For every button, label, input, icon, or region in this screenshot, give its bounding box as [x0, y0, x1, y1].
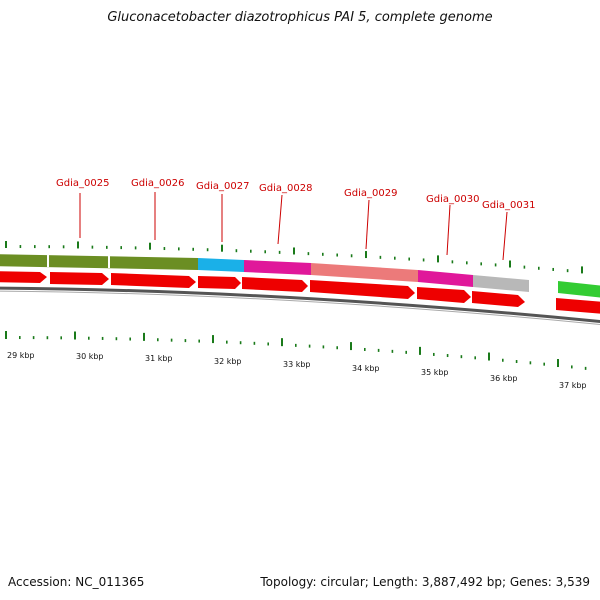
gene-arrow[interactable] — [556, 298, 600, 314]
gene-arrow[interactable] — [198, 276, 241, 289]
gene-label[interactable]: Gdia_0026 — [131, 178, 184, 189]
outer-tick-row — [5, 241, 583, 274]
cds-green-segment[interactable] — [558, 281, 600, 298]
kbp-labels: 29 kbp 30 kbp 31 kbp 32 kbp 33 kbp 34 kb… — [7, 351, 587, 390]
cds-track — [0, 254, 600, 298]
gene-label[interactable]: Gdia_0031 — [482, 200, 535, 211]
cds-salmon-segment[interactable] — [311, 263, 418, 282]
gene-label[interactable]: Gdia_0028 — [259, 183, 312, 194]
gene-label[interactable]: Gdia_0025 — [56, 178, 109, 189]
gene-arrow[interactable] — [417, 287, 471, 303]
gene-arrow[interactable] — [111, 273, 196, 288]
cds-olive-segment[interactable] — [0, 254, 198, 270]
cds-magenta-segment-2[interactable] — [418, 270, 473, 287]
kbp-label: 32 kbp — [214, 357, 242, 366]
kbp-label: 34 kbp — [352, 364, 380, 373]
gene-arrow[interactable] — [0, 271, 47, 283]
cds-magenta-segment[interactable] — [244, 260, 311, 275]
map-title: Gluconacetobacter diazotrophicus PAI 5, … — [107, 10, 493, 25]
kbp-label: 30 kbp — [76, 352, 104, 361]
gene-arrow[interactable] — [472, 291, 525, 307]
kbp-label: 33 kbp — [283, 360, 311, 369]
gene-labels: Gdia_0025 Gdia_0026 Gdia_0027 Gdia_0028 … — [56, 178, 535, 261]
genome-stats-text: Topology: circular; Length: 3,887,492 bp… — [260, 575, 590, 589]
gene-arrow[interactable] — [50, 272, 109, 285]
accession-text: Accession: NC_011365 — [8, 575, 145, 589]
gene-label[interactable]: Gdia_0027 — [196, 181, 249, 192]
kbp-label: 35 kbp — [421, 368, 449, 377]
gene-arrows — [0, 271, 600, 314]
kbp-label: 37 kbp — [559, 381, 587, 390]
cds-gray-segment[interactable] — [473, 275, 529, 292]
kbp-label: 31 kbp — [145, 354, 173, 363]
gene-label[interactable]: Gdia_0029 — [344, 188, 397, 199]
cds-cyan-segment[interactable] — [198, 258, 244, 272]
kbp-label: 36 kbp — [490, 374, 518, 383]
gene-arrow[interactable] — [310, 280, 415, 299]
inner-tick-row — [5, 331, 587, 370]
gene-label[interactable]: Gdia_0030 — [426, 194, 479, 205]
kbp-label: 29 kbp — [7, 351, 35, 360]
genome-backbone — [0, 286, 600, 324]
gene-arrow[interactable] — [242, 277, 308, 292]
